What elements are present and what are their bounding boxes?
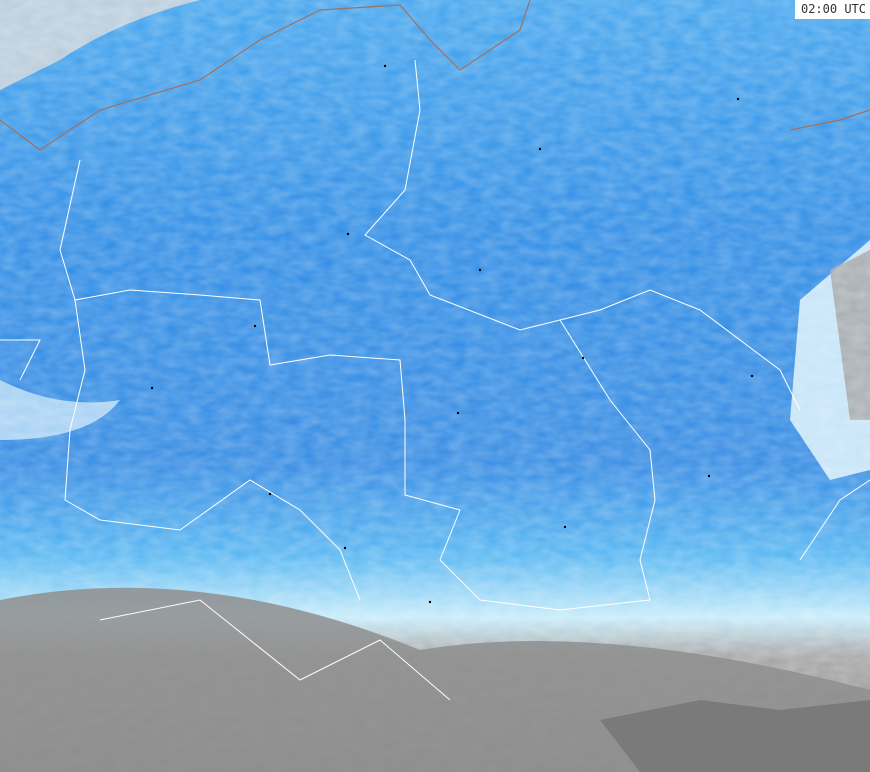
coastline [0,0,870,151]
city-markers [150,64,754,604]
sea-south [600,700,870,772]
country-borders [0,59,870,701]
timestamp-label: 02:00 UTC [794,0,870,19]
